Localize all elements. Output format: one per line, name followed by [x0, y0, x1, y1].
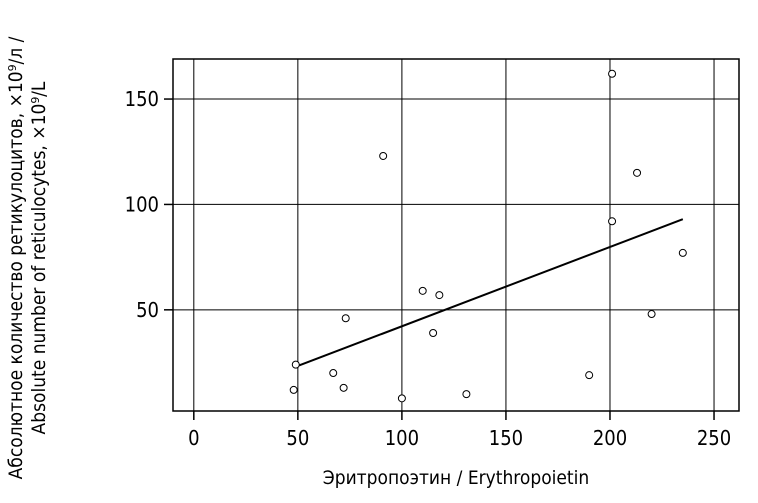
data-point: [291, 360, 300, 369]
regression-line: [295, 218, 684, 368]
data-point: [647, 310, 656, 319]
data-point: [633, 168, 642, 177]
y-axis-title-line-1: Абсолютное количество ретикулоцитов, ×10…: [5, 36, 27, 479]
y-axis-ticks: 50 100 150: [125, 87, 173, 322]
data-point: [585, 371, 594, 380]
y-tick-label: 100: [125, 192, 159, 216]
data-point: [462, 390, 471, 399]
y-axis-title-line-2: Absolute number of reticulocytes, ×10⁹/L: [28, 81, 50, 434]
data-point: [429, 329, 438, 338]
x-tick-label: 250: [697, 426, 731, 450]
data-points: [289, 69, 687, 403]
data-point: [289, 385, 298, 394]
data-point: [341, 314, 350, 323]
y-tick-label: 50: [136, 298, 159, 322]
data-point: [379, 151, 388, 160]
x-tick-label: 0: [188, 426, 199, 450]
grid-lines: [173, 59, 739, 411]
data-point: [329, 369, 338, 378]
x-axis-ticks: 0 50 100 150 200 250: [188, 411, 731, 450]
x-tick-label: 50: [286, 426, 309, 450]
x-tick-label: 150: [489, 426, 523, 450]
x-axis-title: Эритропоэтин / Erythropoietin: [323, 467, 589, 489]
data-point: [397, 394, 406, 403]
data-point: [339, 383, 348, 392]
data-point: [608, 217, 617, 226]
x-tick-label: 100: [385, 426, 419, 450]
data-point: [678, 248, 687, 257]
x-tick-label: 200: [593, 426, 627, 450]
y-tick-label: 150: [125, 87, 159, 111]
data-point: [418, 286, 427, 295]
data-point: [608, 69, 617, 78]
data-point: [435, 291, 444, 300]
plot-frame: [172, 58, 740, 412]
